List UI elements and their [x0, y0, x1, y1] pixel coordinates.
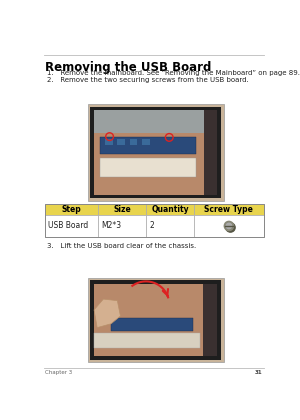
Bar	[105, 139, 113, 145]
Bar	[94, 284, 216, 356]
Circle shape	[226, 223, 235, 232]
Bar	[90, 280, 221, 360]
Bar	[94, 333, 200, 349]
Bar	[45, 205, 264, 237]
Bar	[90, 107, 221, 198]
Bar	[111, 318, 193, 331]
Bar	[194, 205, 264, 215]
Bar	[203, 284, 217, 356]
Bar	[204, 110, 217, 195]
Bar	[94, 110, 216, 133]
Bar	[194, 215, 264, 237]
Bar	[146, 205, 194, 215]
Text: 2: 2	[149, 221, 154, 231]
Bar	[142, 139, 150, 145]
Text: Chapter 3: Chapter 3	[45, 370, 73, 375]
Bar	[94, 110, 216, 195]
Bar	[100, 158, 196, 177]
Bar	[98, 215, 146, 237]
Text: Removing the USB Board: Removing the USB Board	[45, 61, 212, 74]
Text: Quantity: Quantity	[151, 205, 189, 214]
Text: 3.   Lift the USB board clear of the chassis.: 3. Lift the USB board clear of the chass…	[47, 243, 196, 249]
Text: USB Board: USB Board	[48, 221, 88, 231]
Bar	[88, 104, 224, 200]
Bar	[98, 205, 146, 215]
Text: M2*3: M2*3	[101, 221, 121, 231]
Bar	[130, 139, 137, 145]
Polygon shape	[94, 299, 120, 328]
Text: 1.   Remove the mainboard. See “Removing the Mainboard” on page 89.: 1. Remove the mainboard. See “Removing t…	[47, 71, 300, 76]
Bar	[88, 278, 224, 362]
Circle shape	[224, 221, 234, 231]
Bar	[117, 139, 125, 145]
Bar	[100, 136, 196, 154]
Text: 2.   Remove the two securing screws from the USB board.: 2. Remove the two securing screws from t…	[47, 76, 249, 83]
Bar	[146, 215, 194, 237]
Bar	[45, 205, 98, 215]
Text: 31: 31	[255, 370, 262, 375]
Circle shape	[226, 223, 232, 228]
Text: Screw Type: Screw Type	[205, 205, 254, 214]
Text: Size: Size	[113, 205, 131, 214]
Bar	[45, 215, 98, 237]
Text: Step: Step	[62, 205, 82, 214]
